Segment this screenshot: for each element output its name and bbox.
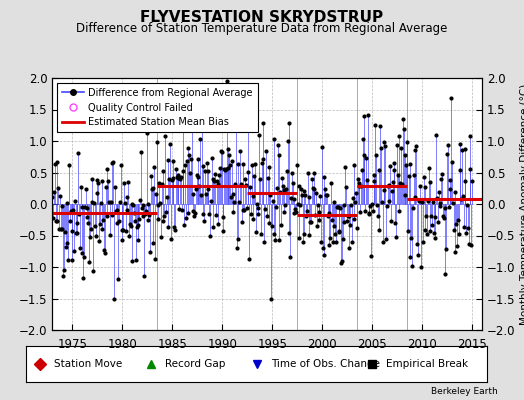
Y-axis label: Monthly Temperature Anomaly Difference (°C): Monthly Temperature Anomaly Difference (… xyxy=(520,83,524,325)
Text: 1995: 1995 xyxy=(257,338,287,351)
Text: 2015: 2015 xyxy=(457,338,487,351)
Text: FLYVESTATION SKRYDSTRUP: FLYVESTATION SKRYDSTRUP xyxy=(140,10,384,25)
Text: Berkeley Earth: Berkeley Earth xyxy=(431,387,498,396)
Text: 1990: 1990 xyxy=(208,338,237,351)
Text: Record Gap: Record Gap xyxy=(165,359,225,369)
Text: Difference of Station Temperature Data from Regional Average: Difference of Station Temperature Data f… xyxy=(77,22,447,35)
Text: 2005: 2005 xyxy=(357,338,387,351)
Text: 1985: 1985 xyxy=(157,338,187,351)
Text: 1980: 1980 xyxy=(107,338,137,351)
Text: Empirical Break: Empirical Break xyxy=(386,359,468,369)
Text: 2010: 2010 xyxy=(407,338,437,351)
Text: Station Move: Station Move xyxy=(54,359,122,369)
Text: 2000: 2000 xyxy=(308,338,337,351)
Legend: Difference from Regional Average, Quality Control Failed, Estimated Station Mean: Difference from Regional Average, Qualit… xyxy=(57,83,258,132)
Text: 1975: 1975 xyxy=(58,338,88,351)
Text: Time of Obs. Change: Time of Obs. Change xyxy=(270,359,379,369)
